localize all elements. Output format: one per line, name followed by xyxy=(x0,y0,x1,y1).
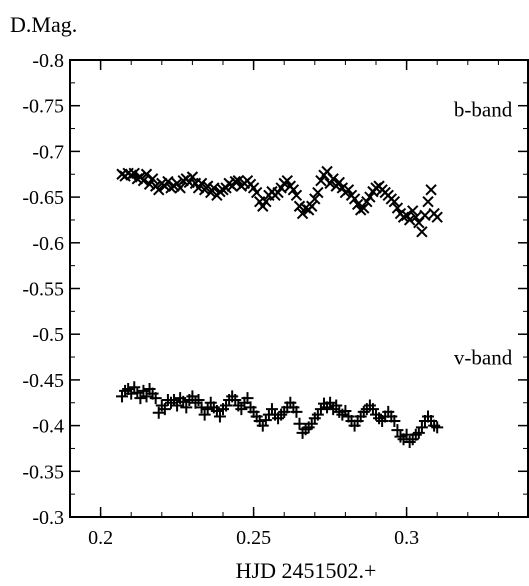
b-band-point xyxy=(290,189,303,201)
v-band-point xyxy=(391,424,404,437)
v-band-point xyxy=(265,403,278,416)
v-band-point xyxy=(290,405,303,418)
v-band-point xyxy=(431,421,444,434)
v-band-point xyxy=(152,406,165,419)
b-band-point xyxy=(306,200,318,212)
v-band-point xyxy=(415,421,428,434)
b-band-point xyxy=(391,202,404,214)
b-band-point xyxy=(186,171,199,183)
b-band-label: b-band xyxy=(454,98,513,122)
band-annotations: b-band v-band xyxy=(454,98,513,370)
v-band-point xyxy=(140,390,153,403)
v-band-point xyxy=(394,430,407,443)
v-band-point xyxy=(314,403,327,416)
v-band-point xyxy=(201,403,214,416)
x-axis-label: HJD 2451502.+ xyxy=(236,558,377,583)
b-band-point xyxy=(364,191,376,203)
b-band-point xyxy=(287,184,300,196)
b-band-point xyxy=(260,195,272,208)
v-band-point xyxy=(116,390,129,403)
b-band-point xyxy=(315,174,327,187)
y-tick-label: -0.7 xyxy=(32,141,64,163)
b-band-point xyxy=(195,177,208,190)
b-band-point xyxy=(431,211,443,223)
b-band-point xyxy=(388,195,401,208)
b-band-point xyxy=(232,174,245,187)
b-band-point xyxy=(410,211,422,223)
v-band-point xyxy=(180,401,193,414)
v-band-point xyxy=(293,417,306,430)
b-band-series xyxy=(116,165,443,238)
b-band-point xyxy=(296,207,309,220)
v-band-point xyxy=(192,394,205,407)
b-band-point xyxy=(146,173,159,185)
y-tick-label: -0.6 xyxy=(32,233,64,255)
b-band-point xyxy=(425,184,437,196)
v-band-point xyxy=(235,403,248,416)
y-tick-label: -0.45 xyxy=(22,370,64,392)
v-band-point xyxy=(324,396,337,409)
y-tick-label: -0.55 xyxy=(22,279,64,301)
x-tick-label: 0.3 xyxy=(394,527,419,549)
v-band-point xyxy=(186,390,199,403)
b-band-point xyxy=(312,186,324,199)
plot-border xyxy=(69,59,529,518)
y-tick-label: -0.3 xyxy=(32,507,64,529)
v-band-point xyxy=(195,401,208,414)
y-tick-label: -0.35 xyxy=(22,461,64,483)
b-band-point xyxy=(140,168,153,180)
b-band-point xyxy=(419,209,431,222)
b-band-point xyxy=(333,176,345,189)
y-axis-ticks: -0.8 -0.75 -0.7 -0.65 -0.6 -0.55 -0.5 -0.45 -0.4… xyxy=(22,50,528,529)
y-axis-label: D.Mag. xyxy=(10,12,77,37)
y-tick-label: -0.4 xyxy=(32,416,64,438)
b-band-point xyxy=(162,175,174,188)
b-band-point xyxy=(327,173,339,185)
b-band-point xyxy=(351,198,364,211)
x-tick-label: 0.2 xyxy=(88,527,113,549)
b-band-point xyxy=(309,193,321,205)
v-band-point xyxy=(403,436,416,449)
v-band-point xyxy=(168,394,181,407)
x-tick-label: 0.25 xyxy=(236,527,271,549)
b-band-point xyxy=(128,167,140,180)
v-band-point xyxy=(388,415,401,428)
v-band-point xyxy=(149,392,162,405)
v-band-point xyxy=(134,392,147,405)
b-band-point xyxy=(174,182,186,194)
plot-frame xyxy=(69,59,529,518)
v-band-point xyxy=(213,410,226,423)
v-band-label: v-band xyxy=(454,345,513,369)
b-band-point xyxy=(137,174,150,187)
b-band-point xyxy=(416,226,428,238)
v-band-point xyxy=(330,399,343,412)
x-axis-ticks: 0.2 0.25 0.3 xyxy=(88,60,499,549)
b-band-point xyxy=(229,175,241,188)
b-band-point xyxy=(348,193,361,205)
v-band-series xyxy=(116,381,444,449)
b-band-point xyxy=(407,205,419,217)
b-band-point xyxy=(422,195,434,208)
b-band-point xyxy=(281,174,293,187)
v-band-point xyxy=(171,399,184,412)
v-band-point xyxy=(198,408,211,421)
b-band-point xyxy=(403,214,416,226)
v-band-point xyxy=(412,426,425,439)
v-band-point xyxy=(241,392,254,405)
b-band-point xyxy=(342,184,355,196)
y-tick-label: -0.8 xyxy=(32,50,64,72)
b-band-point xyxy=(358,202,370,214)
y-tick-label: -0.65 xyxy=(22,187,64,209)
v-band-point xyxy=(158,403,171,416)
b-band-point xyxy=(153,184,165,196)
y-tick-label: -0.75 xyxy=(22,96,64,118)
b-band-point xyxy=(208,182,220,194)
y-tick-label: -0.5 xyxy=(32,324,64,346)
b-band-point xyxy=(250,186,263,199)
